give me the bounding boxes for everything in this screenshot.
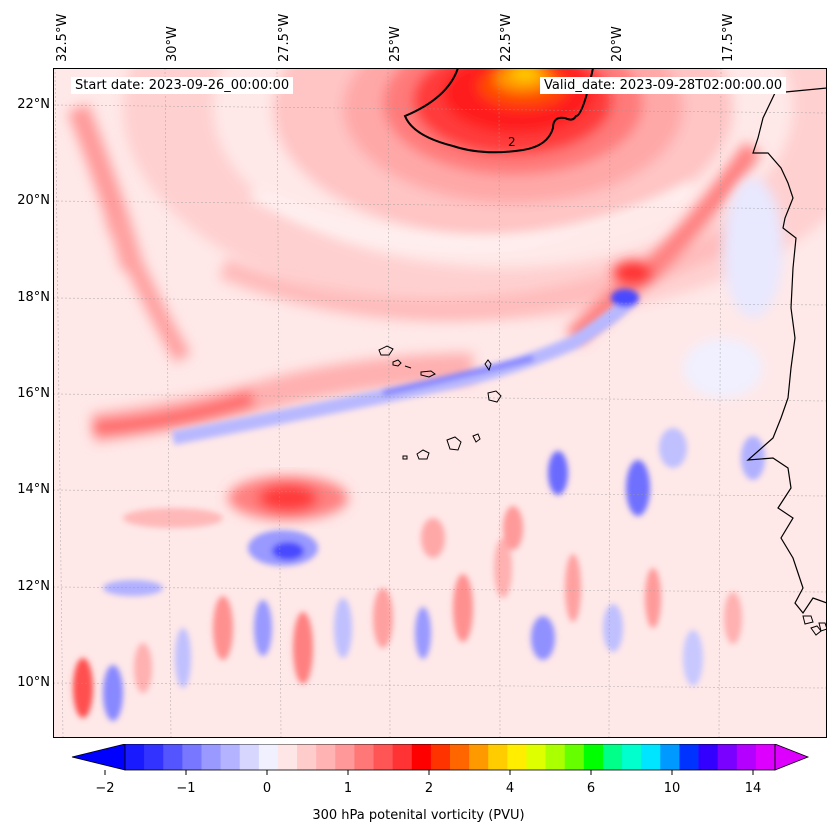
colorbar-swatch [583,744,604,770]
colorbar-swatch [660,744,680,770]
pv-field-map: 2 [53,68,827,738]
lon-label: 20°W [610,26,625,62]
lat-label: 12°N [17,579,50,594]
colorbar-swatch [622,744,642,770]
lat-label: 18°N [17,290,50,305]
pv-blue-band [171,289,639,445]
colorbar-swatch [469,744,489,770]
colorbar-swatch [392,744,413,770]
colorbar-tick: 4 [505,781,515,796]
lon-label: 32.5°W [55,13,70,62]
pv-red-blob [228,476,348,520]
contour-label: 2 [508,135,516,149]
colorbar-swatch [411,744,432,770]
colorbar-swatch [641,744,661,770]
lon-label: 25°W [388,26,403,62]
start-date-label: Start date: 2023-09-26_00:00:00 [71,77,294,94]
lon-label: 27.5°W [277,13,292,62]
colorbar-swatch [755,744,776,770]
colorbar-tick: 1 [343,781,353,796]
lon-label: 30°W [165,26,180,62]
colorbar-swatch [698,744,719,770]
pv-west-band [67,104,191,363]
colorbar-swatch [316,744,336,770]
colorbar-min-arrow [71,744,126,771]
colorbar-swatch [297,744,317,770]
colorbar-swatch [488,744,508,770]
valid-date-label: Valid_date: 2023-09-28T02:00:00.00 [540,77,787,94]
pv-blue-blob [248,530,318,566]
lat-label: 10°N [17,675,50,690]
colorbar-swatch [220,744,241,770]
pv-itcz-band [90,142,762,443]
colorbar-tick: 0 [262,781,272,796]
lat-label: 14°N [17,482,50,497]
colorbar-swatch [163,744,183,770]
cape-verde-islands [378,345,502,460]
colorbar-swatch [545,744,566,770]
colorbar-swatch [564,744,585,770]
colorbar-swatch [602,744,623,770]
colorbar-swatch [125,744,145,770]
colorbar-swatch [736,744,757,770]
colorbar-swatch [679,744,700,770]
lat-label: 20°N [17,193,50,208]
gridlines [53,68,827,738]
colorbar-swatch [258,744,279,770]
colorbar-swatch [526,744,547,770]
lon-label: 17.5°W [721,13,736,62]
colorbar-swatch [182,744,202,770]
colorbar-swatch [277,744,298,770]
colorbar-swatch [717,744,738,770]
colorbar-tick: −2 [95,781,115,796]
colorbar-swatch [354,744,375,770]
colorbar-swatch [239,744,260,770]
colorbar-swatch [373,744,394,770]
colorbar-label: 300 hPa potenital vorticity (PVU) [312,808,525,823]
map-panel: 2 [53,68,827,738]
colorbar-tick: 14 [744,781,762,796]
colorbar-swatch [450,744,470,770]
colorbar-tick: 6 [586,781,596,796]
colorbar-swatch [201,744,222,770]
pv-contour-2 [403,68,594,154]
colorbar-max-arrow [774,744,810,771]
colorbar-outline [124,744,776,771]
colorbar-tick: −1 [176,781,196,796]
pv-southern-mottle [73,428,765,721]
colorbar-tick: 10 [663,781,681,796]
lat-label: 22°N [17,97,50,112]
lat-label: 16°N [17,386,50,401]
colorbar-tick: 2 [424,781,434,796]
lon-label: 22.5°W [499,13,514,62]
colorbar-swatch [430,744,451,770]
africa-coastline [746,87,827,615]
colorbar [71,744,810,775]
colorbar-swatch [144,744,164,770]
colorbar-swatch [335,744,355,770]
colorbar-swatch [507,744,527,770]
